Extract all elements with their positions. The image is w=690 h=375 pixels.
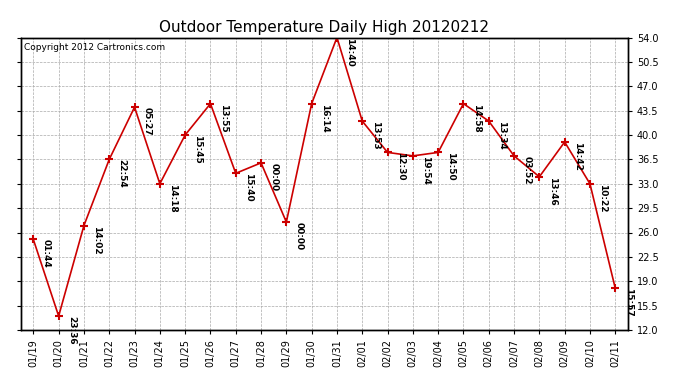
Text: 10:22: 10:22 — [598, 184, 607, 212]
Text: Copyright 2012 Cartronics.com: Copyright 2012 Cartronics.com — [23, 44, 165, 52]
Text: 15:40: 15:40 — [244, 173, 253, 202]
Text: 13:46: 13:46 — [548, 177, 557, 206]
Text: 00:00: 00:00 — [295, 222, 304, 250]
Text: 15:45: 15:45 — [193, 135, 202, 164]
Text: 22:54: 22:54 — [117, 159, 126, 188]
Text: 13:34: 13:34 — [497, 121, 506, 150]
Text: 14:18: 14:18 — [168, 184, 177, 213]
Text: 13:53: 13:53 — [371, 121, 380, 150]
Title: Outdoor Temperature Daily High 20120212: Outdoor Temperature Daily High 20120212 — [159, 20, 489, 35]
Text: 01:44: 01:44 — [41, 240, 50, 268]
Text: 16:14: 16:14 — [320, 104, 329, 132]
Text: 05:27: 05:27 — [143, 107, 152, 136]
Text: 14:58: 14:58 — [472, 104, 481, 132]
Text: 14:40: 14:40 — [345, 38, 354, 66]
Text: 00:00: 00:00 — [269, 163, 278, 191]
Text: 14:50: 14:50 — [446, 152, 455, 181]
Text: 13:55: 13:55 — [219, 104, 228, 132]
Text: 12:30: 12:30 — [396, 152, 405, 181]
Text: 19:54: 19:54 — [421, 156, 430, 185]
Text: 03:52: 03:52 — [522, 156, 531, 184]
Text: 14:02: 14:02 — [92, 225, 101, 254]
Text: 14:42: 14:42 — [573, 142, 582, 171]
Text: 23:36: 23:36 — [67, 316, 76, 345]
Text: 15:57: 15:57 — [624, 288, 633, 317]
